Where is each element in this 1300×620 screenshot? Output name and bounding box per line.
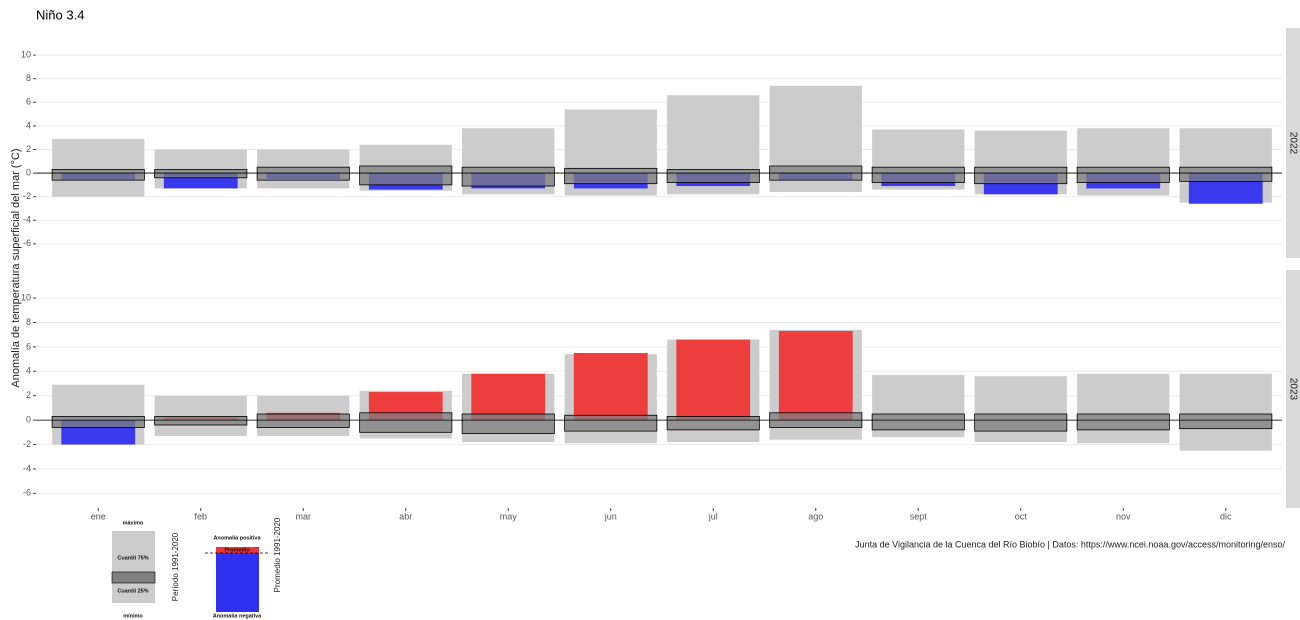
legend-label: Promedio 1991-2020 — [273, 517, 282, 592]
y-tick-label: -6 — [23, 238, 31, 248]
y-tick-label: 4 — [26, 366, 31, 376]
legend-negative — [216, 553, 259, 612]
y-tick-label: -2 — [23, 439, 31, 449]
facet-label: 2023 — [1287, 378, 1298, 401]
quartile-box — [666, 169, 760, 183]
x-tick-label: dic — [1220, 511, 1232, 521]
x-tick-label: nov — [1116, 511, 1131, 521]
quartile-box — [1076, 166, 1170, 183]
x-tick-label: jul — [708, 511, 718, 521]
x-tick-label: oct — [1015, 511, 1028, 521]
x-tick-label: feb — [194, 511, 207, 521]
anomaly-bar — [573, 352, 648, 421]
facet-strip — [1286, 270, 1300, 508]
legend-label: Promedio — [224, 547, 250, 553]
quartile-box — [359, 165, 453, 186]
chart-title: Niño 3.4 — [36, 7, 84, 22]
x-tick-label: jun — [604, 511, 617, 521]
quartile-box — [871, 166, 965, 183]
y-tick-label: 2 — [26, 144, 31, 154]
legend-label: Cuantil 25% — [117, 588, 148, 594]
x-tick-label: ene — [91, 511, 106, 521]
anomaly-bar — [471, 373, 546, 421]
y-tick-label: 8 — [26, 73, 31, 83]
range-bar — [154, 395, 247, 436]
quartile-box — [256, 166, 350, 181]
quartile-box — [666, 416, 760, 431]
y-tick-label: 6 — [26, 341, 31, 351]
legend-positive — [216, 547, 259, 553]
quartile-box — [1179, 166, 1273, 182]
y-tick-label: -4 — [23, 463, 31, 473]
quartile-box — [1076, 413, 1170, 431]
quartile-box — [51, 169, 145, 181]
anomaly-bar — [676, 339, 751, 421]
legend-label: máximo — [123, 520, 144, 526]
x-tick-label: mar — [296, 511, 312, 521]
legend-label: Cuantil 75% — [117, 555, 148, 561]
y-tick-label: 0 — [26, 167, 31, 177]
quartile-box — [974, 166, 1068, 185]
range-bar — [1179, 373, 1272, 451]
legend-range — [112, 531, 155, 603]
y-tick-label: -6 — [23, 488, 31, 498]
quartile-box — [871, 413, 965, 431]
y-tick-label: -2 — [23, 191, 31, 201]
range-bar — [974, 376, 1067, 443]
anomaly-bar — [778, 331, 853, 421]
quartile-box — [256, 413, 350, 428]
legend-label: Anomalía positiva — [213, 535, 261, 541]
quartile-box — [1179, 413, 1273, 430]
facet-label: 2022 — [1287, 132, 1298, 155]
legend-label: Período 1991-2020 — [171, 532, 180, 601]
panel-background — [36, 28, 1282, 258]
y-tick-label: 10 — [21, 50, 31, 60]
y-tick-label: 2 — [26, 390, 31, 400]
y-axis-label: Anomalía de temperatura superficial del … — [10, 148, 22, 387]
range-bar — [1077, 373, 1170, 444]
panel-background — [36, 270, 1282, 508]
facet-strip — [1286, 28, 1300, 258]
y-tick-label: 10 — [21, 292, 31, 302]
y-tick-label: 0 — [26, 414, 31, 424]
legend: máximo Cuantil 75% Cuantil 25% mínimo Pe… — [111, 517, 282, 619]
legend-label: Anomalía negativa — [213, 613, 263, 619]
x-tick-label: sept — [910, 511, 928, 521]
y-tick-label: 8 — [26, 317, 31, 327]
quartile-box — [564, 167, 658, 185]
quartile-box — [974, 413, 1068, 432]
caption: Junta de Vigilancia de la Cuenca del Río… — [855, 539, 1285, 549]
y-tick-label: -4 — [23, 215, 31, 225]
quartile-box — [461, 413, 555, 434]
quartile-box — [154, 416, 248, 426]
y-tick-label: 4 — [26, 120, 31, 130]
legend-box — [111, 571, 156, 584]
quartile-box — [564, 414, 658, 432]
quartile-box — [154, 169, 248, 179]
quartile-box — [461, 166, 555, 187]
x-tick-label: ago — [808, 511, 823, 521]
quartile-box — [359, 412, 453, 433]
quartile-box — [51, 416, 145, 428]
y-tick-label: 6 — [26, 97, 31, 107]
legend-label: mínimo — [123, 613, 143, 619]
x-tick-label: abr — [399, 511, 412, 521]
x-tick-label: may — [500, 511, 518, 521]
range-bar — [52, 138, 145, 197]
